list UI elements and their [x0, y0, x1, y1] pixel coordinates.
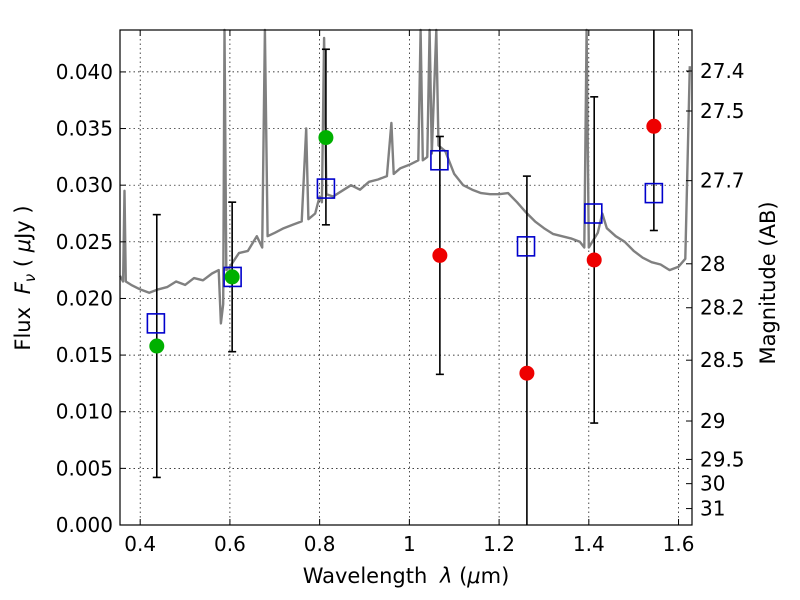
data-markers — [146, 118, 664, 381]
x-axis-label-part: m) — [481, 564, 510, 588]
x-tick-label: 1.6 — [663, 532, 695, 556]
y-axis-label-part: ( — [11, 252, 35, 274]
magnitude-tick-label: 28 — [700, 252, 725, 276]
magnitude-tick-label: 27.4 — [700, 59, 745, 83]
y-tick-label: 0.020 — [56, 286, 113, 310]
x-tick-label: 1 — [403, 532, 416, 556]
y-axis-label-mu: μ — [11, 239, 35, 253]
x-tick-label: 0.8 — [304, 532, 336, 556]
magnitude-tick-label: 30 — [700, 472, 725, 496]
y-tick-label: 0.040 — [56, 60, 113, 84]
y-tick-label: 0.025 — [56, 230, 113, 254]
plot-background — [120, 30, 692, 525]
magnitude-tick-label: 29.5 — [700, 447, 745, 471]
green-data-point — [224, 269, 240, 285]
x-tick-label: 0.4 — [124, 532, 156, 556]
model-square-marker — [430, 149, 449, 171]
y-tick-label: 0.030 — [56, 173, 113, 197]
x-tick-label: 1.4 — [573, 532, 605, 556]
y-axis-label-subscript: ν — [21, 274, 39, 282]
magnitude-tick-label: 27.7 — [700, 169, 745, 193]
red-data-point — [646, 118, 662, 134]
model-square-marker — [223, 266, 242, 288]
y-tick-label: 0.000 — [56, 513, 113, 537]
magnitude-tick-label: 31 — [700, 497, 725, 521]
axis-ticks: 0.4 0.6 0.8 1 1.2 1.4 1.6 0.000 0.005 0.010 0.015 0… — [56, 30, 745, 556]
y-tick-label: 0.015 — [56, 343, 113, 367]
green-data-point — [318, 130, 334, 146]
model-square-marker — [516, 236, 536, 257]
x-axis-label: Wavelength λ (μm) — [303, 564, 510, 588]
y2-axis-label: Magnitude (AB) — [756, 201, 780, 364]
magnitude-tick-label: 27.5 — [700, 99, 745, 123]
plot-frame — [119, 29, 693, 526]
x-axis-label-mu: μ — [466, 564, 480, 588]
y-axis-label-part: Flux — [11, 300, 35, 350]
x-tick-label: 1.2 — [483, 532, 515, 556]
y-axis-label: Flux Fν ( μJy ) — [11, 205, 39, 350]
x-axis-label-part: Wavelength — [303, 564, 434, 588]
model-square-marker — [584, 203, 603, 224]
magnitude-tick-label: 28.2 — [700, 296, 745, 320]
y-axis-label-part: Jy ) — [11, 205, 35, 241]
y-tick-label: 0.010 — [56, 400, 113, 424]
red-data-point — [432, 247, 448, 263]
magnitude-tick-label: 29 — [700, 409, 725, 433]
model-square-marker — [316, 178, 336, 199]
green-data-point — [149, 338, 165, 354]
grid-lines — [120, 30, 692, 526]
red-data-point — [586, 252, 602, 268]
x-axis-label-part: ( — [452, 564, 467, 588]
model-square-marker — [146, 313, 166, 334]
y-tick-label: 0.035 — [56, 117, 113, 141]
x-tick-label: 0.6 — [214, 532, 246, 556]
magnitude-tick-label: 28.5 — [700, 348, 745, 372]
spectrum-layer — [118, 28, 691, 325]
spectrum-line — [118, 28, 691, 325]
y-tick-label: 0.005 — [56, 456, 113, 480]
red-data-point — [519, 365, 535, 381]
x-axis-label-symbol: λ — [439, 564, 452, 588]
model-square-marker — [644, 182, 664, 204]
y-axis-label-symbol: F — [11, 281, 35, 294]
